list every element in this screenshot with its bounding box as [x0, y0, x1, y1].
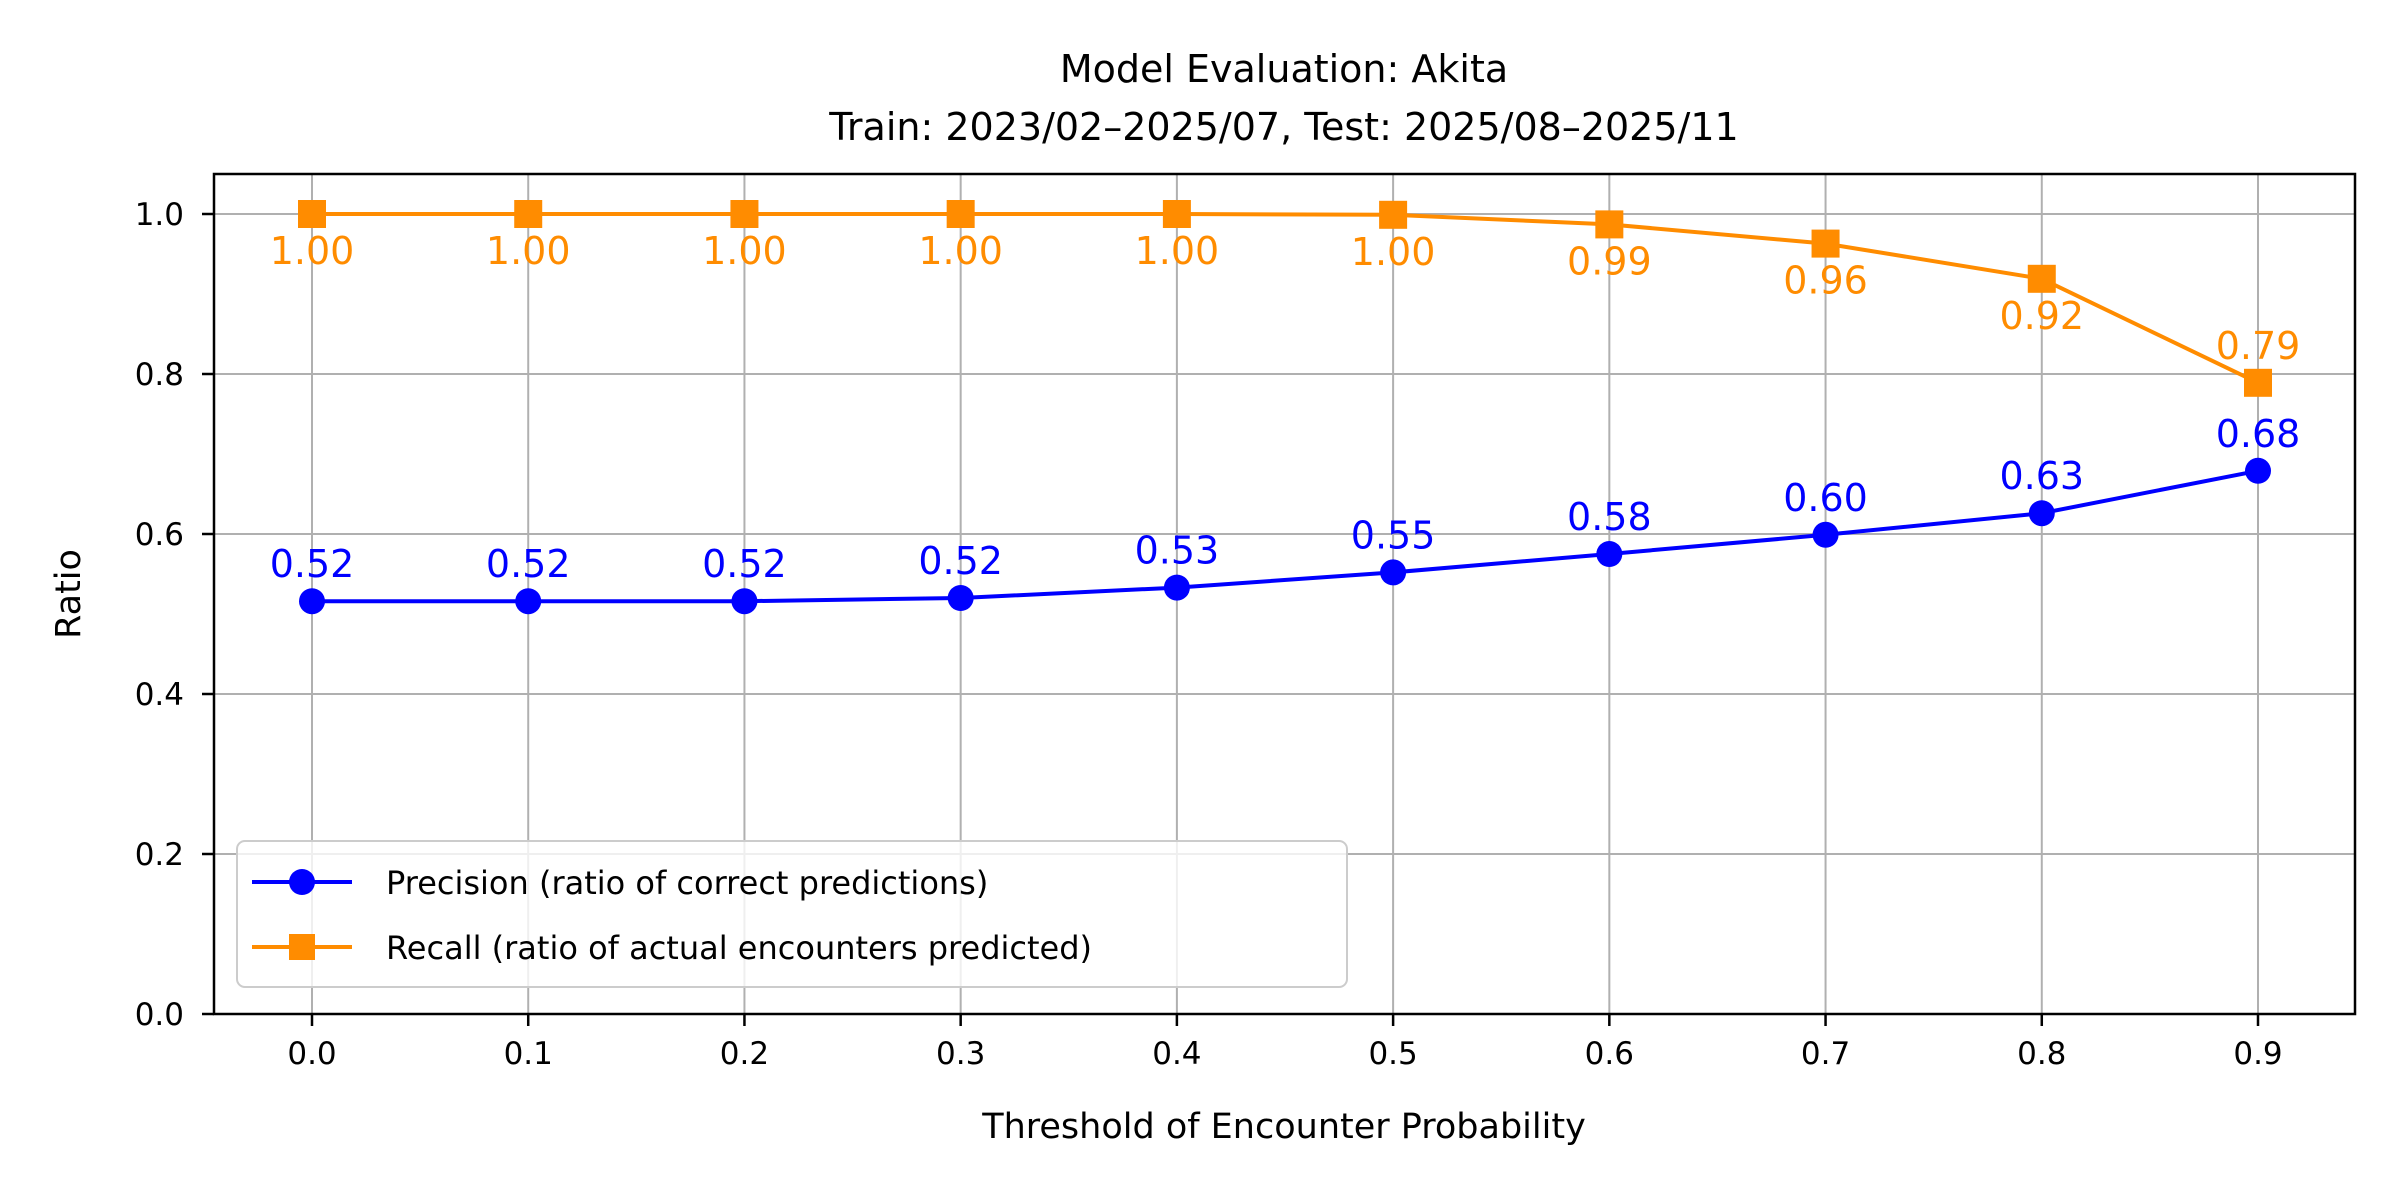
legend-box — [236, 840, 1348, 988]
data-point-recall — [2244, 368, 2272, 397]
data-label-precision: 0.68 — [2216, 412, 2301, 456]
data-label-precision: 0.55 — [1351, 513, 1436, 557]
x-tick-label: 0.4 — [1152, 1036, 1201, 1072]
data-point-recall — [1162, 200, 1191, 228]
y-tick-label: 0.0 — [135, 997, 184, 1033]
x-tick-label: 0.6 — [1585, 1036, 1634, 1072]
data-label-recall: 1.00 — [1351, 230, 1436, 274]
x-axis-label: Threshold of Encounter Probability — [981, 1107, 1586, 1147]
x-tick-label: 0.2 — [720, 1036, 769, 1072]
y-tick-label: 0.4 — [135, 677, 184, 713]
plot-frame — [212, 172, 2357, 1016]
data-label-precision: 0.53 — [1135, 529, 1220, 573]
ticks: 0.0 0.1 0.2 0.3 0.4 0.5 0.6 0.7 0.8 0.9 0.0 0.2 0.4 0… — [135, 197, 2283, 1072]
data-point-recall — [1811, 229, 1840, 258]
data-point-recall — [730, 200, 759, 228]
data-point-precision — [947, 585, 974, 611]
data-label-precision: 0.63 — [1999, 454, 2084, 498]
data-point-precision — [1596, 541, 1623, 567]
data-label-recall: 1.00 — [702, 229, 787, 273]
data-label-precision: 0.52 — [270, 542, 355, 586]
data-point-precision — [2245, 457, 2271, 484]
x-tick-label: 0.9 — [2233, 1036, 2282, 1072]
x-tick-label: 0.3 — [936, 1036, 985, 1072]
x-tick-label: 0.5 — [1368, 1036, 1417, 1072]
y-tick-label: 0.6 — [135, 517, 184, 553]
y-tick-label: 0.2 — [135, 837, 184, 873]
data-point-recall — [946, 200, 975, 228]
data-point-recall — [2027, 264, 2056, 293]
data-label-precision: 0.60 — [1783, 476, 1868, 520]
data-label-precision: 0.58 — [1567, 495, 1652, 539]
data-point-recall — [514, 200, 543, 228]
legend: Precision (ratio of correct predictions)… — [236, 840, 1348, 988]
data-label-recall: 1.00 — [486, 229, 571, 273]
data-label-precision: 0.52 — [702, 542, 787, 586]
data-point-precision — [2028, 500, 2055, 527]
data-point-precision — [1163, 574, 1190, 601]
data-point-recall — [1595, 210, 1624, 239]
data-point-precision — [515, 588, 542, 615]
data-label-recall: 0.92 — [1999, 294, 2084, 338]
data-label-recall: 1.00 — [1135, 229, 1220, 273]
data-point-precision — [1380, 559, 1407, 586]
data-label-recall: 0.96 — [1783, 259, 1868, 303]
data-label-recall: 0.79 — [2216, 324, 2301, 368]
legend-marker-recall — [289, 934, 315, 960]
y-axis-label: Ratio — [49, 549, 89, 639]
data-point-recall — [298, 200, 326, 228]
x-tick-label: 0.8 — [2017, 1036, 2066, 1072]
x-tick-label: 0.0 — [287, 1036, 336, 1072]
x-tick-label: 0.7 — [1801, 1036, 1850, 1072]
legend-marker-precision — [289, 869, 315, 895]
data-point-precision — [299, 588, 325, 615]
series-line-recall — [312, 212, 2259, 385]
data-point-precision — [731, 588, 758, 615]
y-tick-label: 1.0 — [135, 197, 184, 233]
legend-label-recall: Recall (ratio of actual encounters predi… — [386, 929, 1092, 967]
chart-title: Model Evaluation: Akita — [1060, 47, 1508, 91]
data-label-recall: 0.99 — [1567, 239, 1652, 283]
data-point-recall — [1379, 200, 1408, 229]
y-tick-label: 0.8 — [135, 357, 184, 393]
x-tick-label: 0.1 — [504, 1036, 553, 1072]
series-line-precision — [312, 468, 2259, 604]
data-label-precision: 0.52 — [918, 539, 1003, 583]
data-point-precision — [1812, 521, 1839, 548]
legend-label-precision: Precision (ratio of correct predictions) — [386, 864, 988, 902]
data-label-recall: 1.00 — [270, 229, 355, 273]
data-label-precision: 0.52 — [486, 542, 571, 586]
chart-subtitle: Train: 2023/02–2025/07, Test: 2025/08–20… — [828, 105, 1738, 149]
data-label-recall: 1.00 — [918, 229, 1003, 273]
series-layer: 0.52 0.52 0.52 0.52 0.53 0.55 0.58 0.60 0.63 0.68… — [270, 200, 2301, 615]
